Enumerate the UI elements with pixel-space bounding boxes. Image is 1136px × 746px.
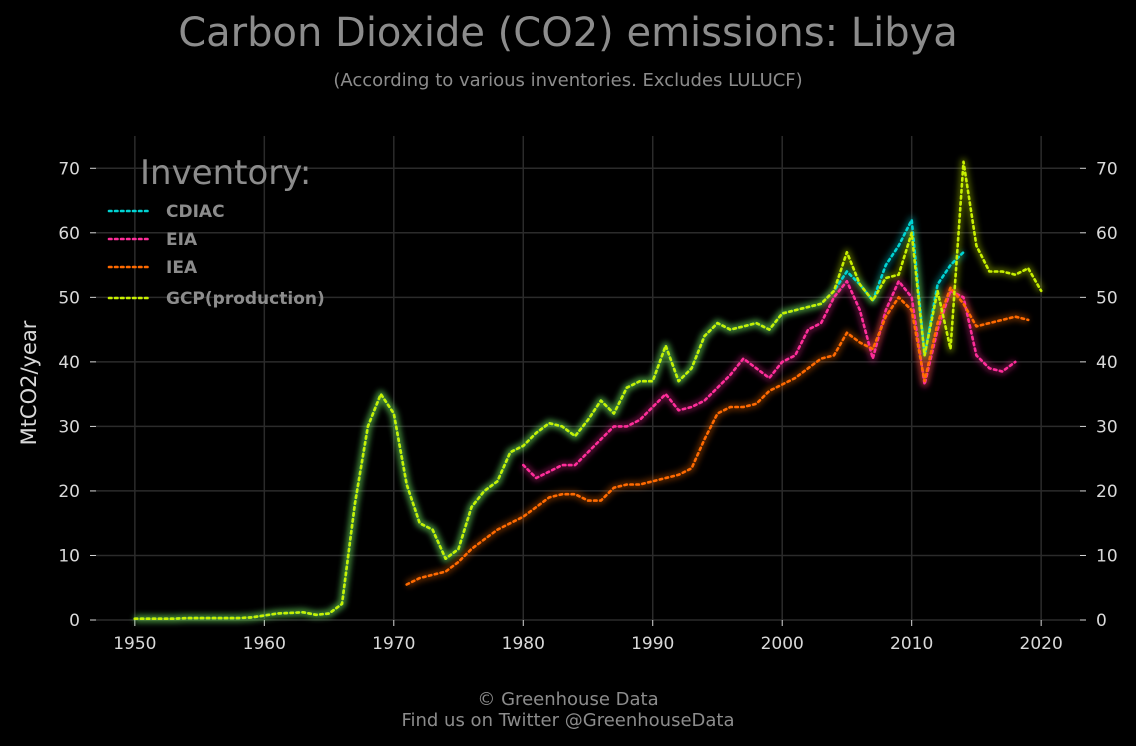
chart-subtitle: (According to various inventories. Exclu… (333, 70, 802, 91)
y-tick-label-right: 0 (1096, 611, 1107, 631)
y-tick-label-left: 30 (58, 417, 80, 437)
y-tick-label-right: 40 (1096, 353, 1118, 373)
chart-title: Carbon Dioxide (CO2) emissions: Libya (178, 10, 958, 56)
x-tick-label: 1980 (502, 634, 545, 654)
legend-label-iea: IEA (166, 258, 198, 278)
y-tick-label-left: 60 (58, 224, 80, 244)
legend-items: CDIAC EIA IEA GCP(production) (107, 202, 325, 309)
y-tick-label-left: 10 (58, 546, 80, 566)
series-lines-layer (133, 160, 1043, 621)
series-line-iea (405, 286, 1030, 586)
legend: Inventory: CDIAC EIA IEA GCP(production) (107, 153, 325, 309)
x-tick-label: 1950 (113, 634, 156, 654)
y-tick-label-right: 20 (1096, 482, 1118, 502)
legend-title: Inventory: (140, 153, 311, 193)
y-tick-label-left: 0 (69, 611, 80, 631)
y-tick-label-left: 70 (58, 159, 80, 179)
y-axis-label: MtCO2/year (17, 320, 41, 445)
x-tick-label: 2000 (761, 634, 804, 654)
footer-copyright: © Greenhouse Data (477, 689, 658, 710)
y-axis-left: 0 10 20 30 40 50 60 70 (58, 159, 96, 631)
x-tick-label: 2010 (890, 634, 933, 654)
legend-label-eia: EIA (166, 230, 198, 250)
y-tick-label-left: 20 (58, 482, 80, 502)
y-tick-label-right: 70 (1096, 159, 1118, 179)
x-tick-label: 1960 (243, 634, 286, 654)
legend-label-gcp-production: GCP(production) (166, 289, 325, 309)
series-line-gcp-production (133, 160, 1043, 621)
y-tick-label-left: 50 (58, 288, 80, 308)
grid (96, 136, 1080, 621)
y-tick-label-right: 50 (1096, 288, 1118, 308)
footer-twitter: Find us on Twitter @GreenhouseData (401, 710, 734, 731)
series-glow-layer (134, 158, 1045, 623)
legend-label-cdiac: CDIAC (166, 202, 225, 222)
x-tick-label: 1970 (372, 634, 415, 654)
y-tick-label-right: 10 (1096, 546, 1118, 566)
y-tick-label-right: 60 (1096, 224, 1118, 244)
y-axis-right: 0 10 20 30 40 50 60 70 (1080, 159, 1118, 631)
x-axis: 1950 1960 1970 1980 1990 2000 2010 2020 (113, 620, 1063, 654)
x-tick-label: 1990 (631, 634, 674, 654)
y-tick-label-left: 40 (58, 353, 80, 373)
x-tick-label: 2020 (1020, 634, 1063, 654)
y-tick-label-right: 30 (1096, 417, 1118, 437)
